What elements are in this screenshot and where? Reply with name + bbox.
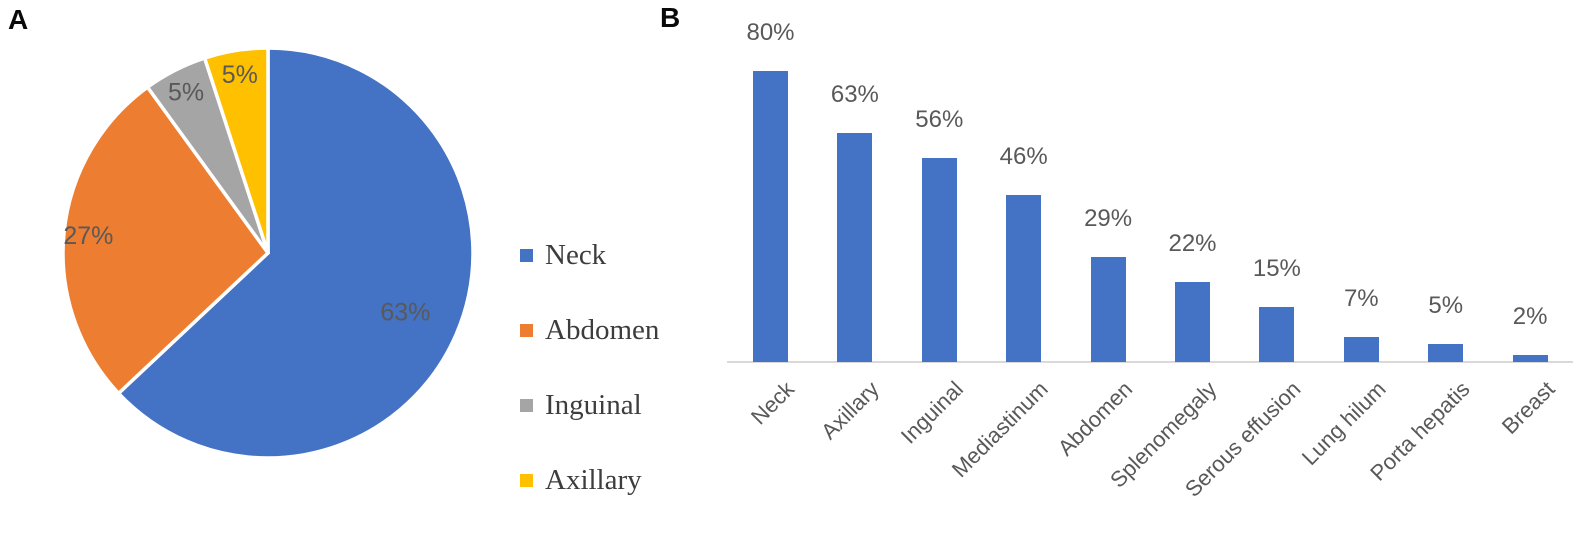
bar-category-label-axillary: Axillary <box>816 376 884 445</box>
bar-category-label-breast: Breast <box>1496 376 1560 439</box>
bar-lung-hilum <box>1343 337 1379 362</box>
pie-data-label-axillary: 5% <box>222 61 258 89</box>
legend-item-neck: Neck <box>520 238 659 272</box>
legend-marker-abdomen <box>520 323 533 337</box>
bar-category-label-abdomen: Abdomen <box>1052 376 1138 461</box>
bar-neck <box>753 71 788 362</box>
legend-label-neck: Neck <box>545 238 607 271</box>
panel-a-pie-chart: A 63% 27% 5% 5% Neck Abdomen Inguinal Axill… <box>0 0 659 544</box>
pie-legend: Neck Abdomen Inguinal Axillary <box>520 238 659 538</box>
legend-marker-inguinal <box>520 398 533 412</box>
bar-value-label-axillary: 63% <box>830 81 879 108</box>
bar-mediastinum <box>1006 195 1042 362</box>
panel-b-bar-chart: B 80% Neck 63% Axillary 56% Inguinal 46% Medias… <box>650 0 1577 544</box>
pie-data-label-neck: 63% <box>380 298 430 326</box>
legend-marker-neck <box>520 248 533 262</box>
pie-data-label-inguinal: 5% <box>168 78 204 106</box>
bar-axillary <box>837 133 873 362</box>
legend-item-axillary: Axillary <box>520 463 659 497</box>
legend-marker-axillary <box>520 473 533 487</box>
pie-slice-axillary <box>202 46 270 255</box>
bar-porta-hepatis <box>1428 344 1464 362</box>
bar-value-label-inguinal: 56% <box>915 106 964 133</box>
legend-label-abdomen: Abdomen <box>545 313 660 346</box>
legend-label-inguinal: Inguinal <box>545 388 642 421</box>
legend-label-axillary: Axillary <box>545 463 642 496</box>
pie-data-label-abdomen: 27% <box>63 222 113 250</box>
panel-b-label: B <box>660 2 681 33</box>
x-axis-line <box>727 361 1573 363</box>
bar-value-label-lung-hilum: 7% <box>1343 285 1379 312</box>
bar-value-label-mediastinum: 46% <box>999 143 1048 170</box>
bar-value-label-serous-effusion: 15% <box>1252 255 1301 282</box>
bar-category-label-inguinal: Inguinal <box>896 376 969 449</box>
panel-a-label: A <box>8 4 29 35</box>
bar-inguinal <box>921 158 957 362</box>
legend-item-abdomen: Abdomen <box>520 313 659 347</box>
bar-abdomen <box>1090 257 1126 362</box>
pie-slice-neck <box>116 46 475 460</box>
pie-chart: 63% 27% 5% 5% <box>61 46 475 460</box>
legend-item-inguinal: Inguinal <box>520 388 659 422</box>
pie-slice-abdomen <box>61 85 270 396</box>
bar-value-label-breast: 2% <box>1512 303 1548 330</box>
bar-serous-effusion <box>1259 307 1295 362</box>
bar-value-label-splenomegaly: 22% <box>1168 230 1217 257</box>
bar-breast <box>1512 355 1548 362</box>
bar-chart: 80% Neck 63% Axillary 56% Inguinal 46% Mediasti… <box>650 0 1577 544</box>
bar-splenomegaly <box>1175 282 1210 362</box>
bar-value-label-neck: 80% <box>746 19 795 46</box>
bar-value-label-abdomen: 29% <box>1084 205 1133 232</box>
bar-value-label-porta-hepatis: 5% <box>1428 292 1464 319</box>
bar-category-label-neck: Neck <box>746 376 800 430</box>
